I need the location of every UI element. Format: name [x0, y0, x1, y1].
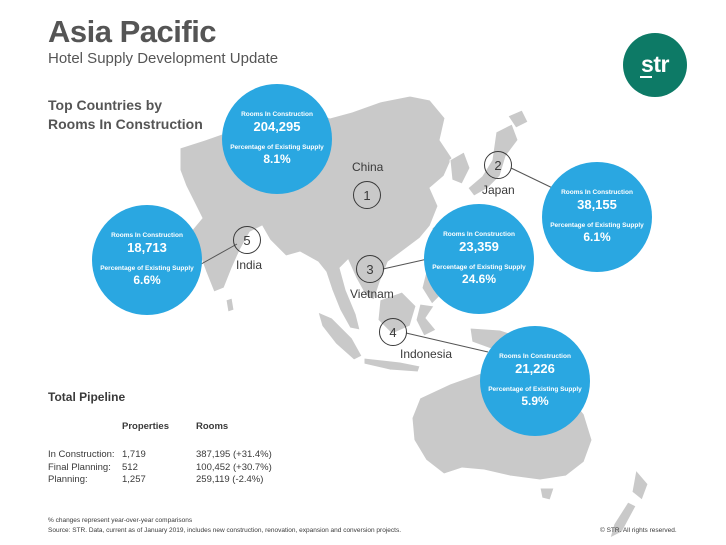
bubble-rooms-label: Rooms In Construction: [443, 231, 515, 238]
pipeline-header-rooms: Rooms: [196, 421, 229, 432]
pipeline-row-properties: 1,257: [122, 474, 146, 485]
bubble-rooms-value: 23,359: [459, 239, 499, 254]
page-title: Asia Pacific: [48, 14, 217, 49]
sri-lanka-landmass: [225, 297, 235, 313]
pipeline-row-rooms: 100,452 (+30.7%): [196, 462, 272, 473]
bubble-percent-value: 6.1%: [583, 230, 611, 244]
country-label-indonesia: Indonesia: [400, 347, 453, 361]
bubble-percent-value: 6.6%: [133, 273, 161, 287]
pipeline-row-rooms: 387,195 (+31.4%): [196, 449, 272, 460]
bubble-japan: Rooms In Construction 38,155 Percentage …: [542, 162, 652, 272]
pipeline-row-label: Planning:: [48, 474, 88, 485]
tasmania-landmass: [539, 487, 555, 501]
java-landmass: [363, 357, 421, 373]
rank-marker-japan: 2: [484, 151, 512, 179]
pipeline-row-rooms: 259,119 (-2.4%): [196, 474, 264, 485]
country-label-china: China: [352, 160, 384, 174]
bubble-percent-label: Percentage of Existing Supply: [230, 144, 324, 151]
new-zealand-north-landmass: [631, 468, 649, 501]
pipeline-header-properties: Properties: [122, 421, 169, 432]
connector-vietnam: [382, 257, 433, 270]
pipeline-row-properties: 1,719: [122, 449, 146, 460]
bubble-rooms-label: Rooms In Construction: [499, 353, 571, 360]
connector-indonesia: [405, 332, 489, 353]
str-logo: str: [623, 33, 687, 97]
bubble-vietnam: Rooms In Construction 23,359 Percentage …: [424, 204, 534, 314]
sulawesi-landmass: [415, 303, 437, 337]
rank-marker-vietnam: 3: [356, 255, 384, 283]
bubble-rooms-label: Rooms In Construction: [561, 189, 633, 196]
bubble-percent-value: 5.9%: [521, 394, 549, 408]
bubble-rooms-value: 18,713: [127, 240, 167, 255]
logo-text: str: [641, 50, 669, 77]
sumatra-landmass: [317, 311, 363, 361]
footer-note: % changes represent year-over-year compa…: [48, 517, 193, 524]
bubble-percent-label: Percentage of Existing Supply: [550, 222, 644, 229]
bubble-rooms-value: 204,295: [253, 119, 301, 134]
rank-marker-china: 1: [353, 181, 381, 209]
footer-copyright: © STR. All rights reserved.: [600, 527, 677, 534]
bubble-rooms-value: 21,226: [515, 361, 555, 376]
bubble-percent-label: Percentage of Existing Supply: [100, 265, 194, 272]
rank-marker-indonesia: 4: [379, 318, 407, 346]
section-title: Top Countries by Rooms In Construction: [48, 96, 218, 134]
bubble-rooms-label: Rooms In Construction: [111, 232, 183, 239]
bubble-china: Rooms In Construction 204,295 Percentage…: [222, 84, 332, 194]
bubble-indonesia: Rooms In Construction 21,226 Percentage …: [480, 326, 590, 436]
pipeline-row-label: Final Planning:: [48, 462, 111, 473]
section-title-line2: Rooms In Construction: [48, 116, 203, 132]
bubble-rooms-label: Rooms In Construction: [241, 111, 313, 118]
pipeline-title: Total Pipeline: [48, 390, 126, 404]
country-label-japan: Japan: [482, 183, 515, 197]
country-label-vietnam: Vietnam: [350, 287, 394, 301]
rank-marker-india: 5: [233, 226, 261, 254]
section-title-line1: Top Countries by: [48, 97, 163, 113]
page-subtitle: Hotel Supply Development Update: [48, 50, 279, 67]
korea-landmass: [449, 151, 471, 185]
hokkaido-landmass: [507, 109, 529, 129]
bubble-percent-value: 24.6%: [461, 272, 497, 286]
bubble-rooms-value: 38,155: [577, 197, 617, 212]
footer-source: Source: STR. Data, current as of January…: [48, 527, 401, 534]
bubble-percent-value: 8.1%: [263, 152, 291, 166]
bubble-percent-label: Percentage of Existing Supply: [432, 264, 526, 271]
bubble-india: Rooms In Construction 18,713 Percentage …: [92, 205, 202, 315]
new-zealand-south-landmass: [609, 501, 637, 539]
pipeline-row-properties: 512: [122, 462, 138, 473]
bubble-percent-label: Percentage of Existing Supply: [488, 386, 582, 393]
logo-underline: [640, 75, 652, 78]
pipeline-row-label: In Construction:: [48, 449, 115, 460]
country-label-india: India: [236, 258, 263, 272]
